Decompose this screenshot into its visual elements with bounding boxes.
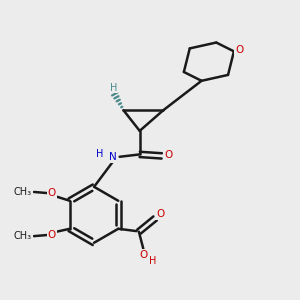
Text: H: H [110,82,117,93]
Text: N: N [109,152,117,162]
Text: O: O [47,188,56,198]
Text: CH₃: CH₃ [14,231,32,241]
Text: O: O [235,45,243,55]
Text: O: O [164,150,172,160]
Text: H: H [149,256,156,266]
Text: O: O [140,250,148,260]
Text: O: O [47,230,56,240]
Text: H: H [96,149,103,159]
Text: O: O [156,209,164,219]
Text: CH₃: CH₃ [14,187,32,197]
